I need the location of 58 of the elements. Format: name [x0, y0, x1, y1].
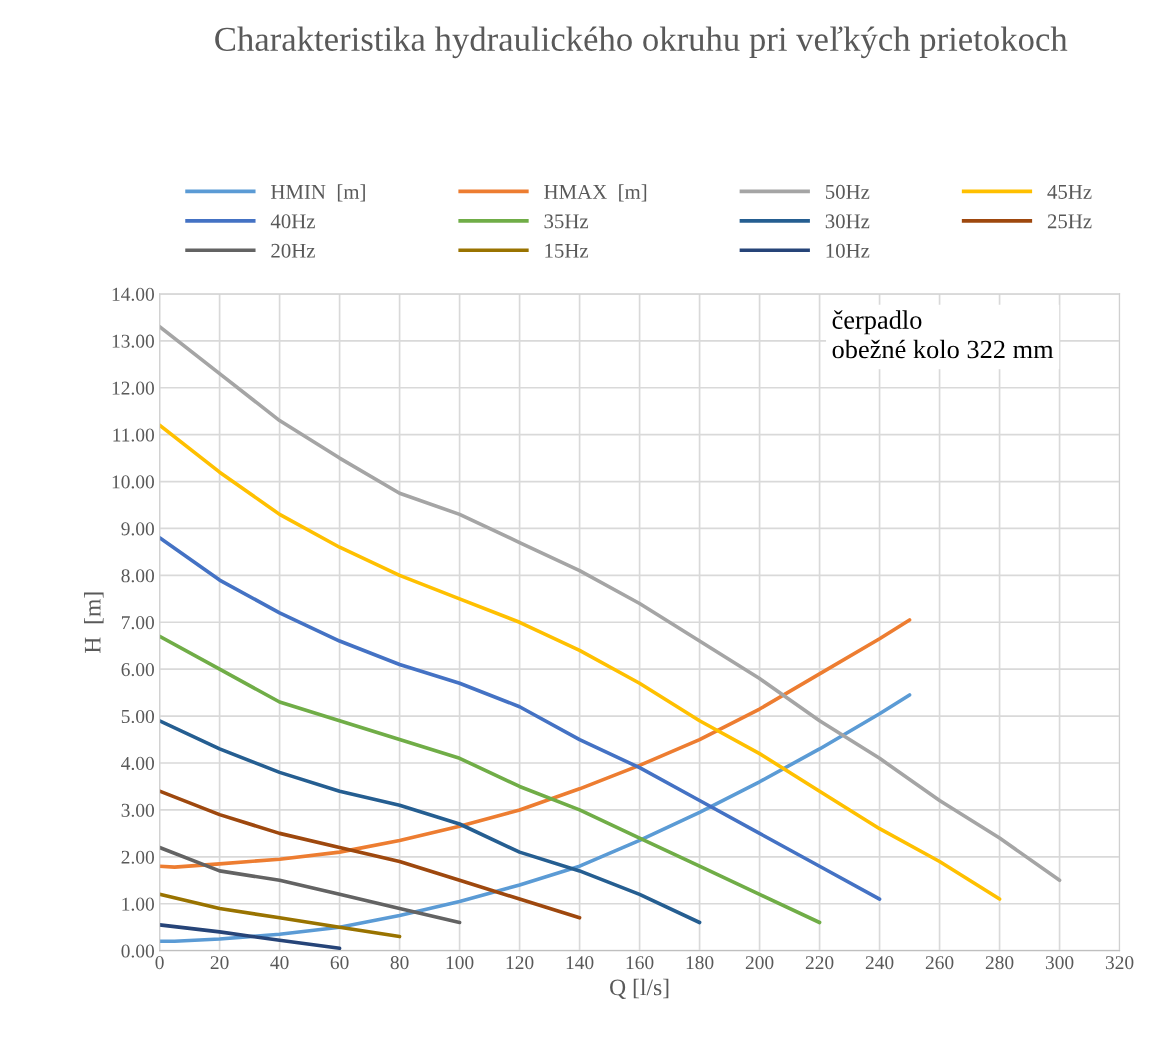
line-series	[159, 789, 582, 920]
chart-title: Charakteristika hydraulického okruhu pri veľkých prietokoch	[215, 26, 1068, 59]
legend-label: HMAX [m]	[544, 184, 647, 202]
y-tick-label: 14.00	[112, 287, 154, 301]
line-series	[159, 923, 342, 951]
legend-label: 50Hz	[825, 184, 870, 199]
legend-label: 25Hz	[1047, 214, 1092, 229]
y-tick-label: 6.00	[121, 663, 154, 677]
y-tick-label: 4.00	[121, 756, 154, 771]
y-tick-label: 13.00	[112, 334, 154, 348]
y-tick-label: 1.00	[122, 897, 154, 911]
line-series	[159, 693, 912, 944]
x-tick-label: 180	[686, 956, 714, 970]
x-tick-label: 0	[155, 956, 164, 970]
x-tick-label: 320	[1105, 956, 1134, 970]
y-tick-label: 11.00	[113, 428, 154, 442]
legend-label: 35Hz	[544, 214, 589, 229]
x-tick-label: 220	[805, 956, 834, 970]
legend-label: 10Hz	[826, 243, 870, 258]
y-axis-title: H [m]	[84, 592, 104, 654]
line-series	[159, 718, 702, 925]
y-tick-label: 8.00	[121, 569, 154, 583]
x-tick-label: 160	[626, 956, 654, 970]
y-tick-label: 10.00	[112, 475, 154, 489]
y-tick-label: 5.00	[121, 709, 154, 724]
annotation: čerpadlo	[832, 310, 922, 335]
x-tick-label: 120	[506, 956, 534, 970]
y-tick-label: 3.00	[121, 803, 154, 817]
legend-label: 30Hz	[825, 214, 870, 229]
line-series	[159, 618, 912, 869]
line-series	[159, 423, 1002, 901]
x-tick-label: 100	[446, 956, 474, 970]
line-series	[159, 892, 402, 939]
legend-label: 40Hz	[270, 214, 315, 229]
x-tick-label: 200	[745, 956, 774, 970]
legend-label: 15Hz	[545, 243, 589, 258]
x-tick-label: 60	[330, 956, 349, 970]
y-tick-label: 2.00	[121, 850, 154, 864]
y-tick-label: 9.00	[121, 522, 154, 536]
x-tick-label: 140	[566, 956, 594, 970]
legend-label: 45Hz	[1047, 184, 1092, 199]
x-tick-label: 280	[985, 956, 1014, 970]
x-tick-label: 240	[865, 956, 894, 970]
y-tick-label: 0.00	[121, 944, 154, 958]
line-series	[159, 634, 822, 925]
y-tick-label: 7.00	[122, 616, 154, 630]
legend-label: HMIN [m]	[271, 184, 365, 202]
x-tick-label: 20	[210, 956, 229, 970]
line-series	[159, 845, 462, 925]
legend-label: 20Hz	[271, 243, 315, 258]
x-tick-label: 40	[270, 956, 289, 970]
x-tick-label: 260	[925, 956, 954, 970]
annotation: obežné kolo 322 mm	[832, 339, 1054, 359]
line-series	[159, 536, 882, 901]
x-tick-label: 300	[1045, 956, 1074, 970]
y-tick-label: 12.00	[112, 381, 154, 395]
x-axis-title: Q [l/s]	[610, 978, 669, 999]
x-tick-label: 80	[390, 956, 409, 970]
